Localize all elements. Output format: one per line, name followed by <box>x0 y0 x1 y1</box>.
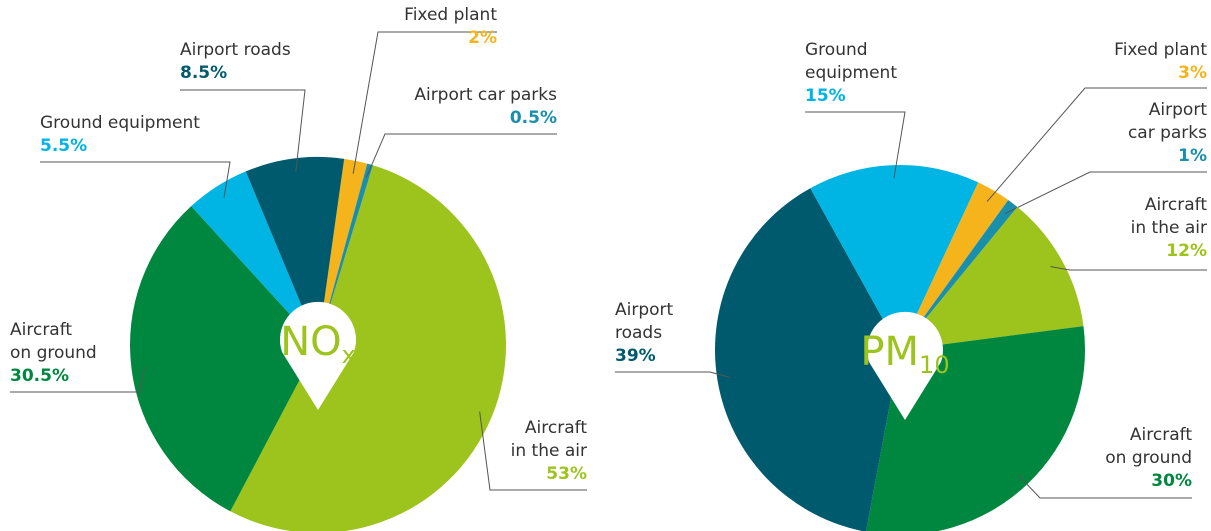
label-line: Fixed plant <box>404 5 497 25</box>
pie-slice <box>900 207 1084 350</box>
pie-slice <box>130 206 318 512</box>
slice-label: Aircraft on ground <box>1105 425 1192 468</box>
value-label: 1% <box>1178 146 1207 166</box>
leader-line <box>1017 474 1192 499</box>
label-line: Airport <box>1149 100 1208 120</box>
leader-line <box>1004 171 1207 215</box>
slice-label: Aircraft in the air <box>1131 195 1208 238</box>
slice-label: Aircraft in the air <box>511 418 588 461</box>
center-title: PM10 <box>860 329 949 379</box>
center-marker <box>867 311 943 420</box>
value-label: 15% <box>805 86 846 106</box>
slice-label: Airport roads <box>180 40 291 60</box>
title-sub: 10 <box>919 351 950 379</box>
slice-label: Airport roads <box>615 300 674 343</box>
label-line: on ground <box>1105 448 1192 468</box>
pie-slice <box>230 165 507 531</box>
value-label: 3% <box>1178 63 1207 83</box>
leader-line <box>366 133 557 178</box>
leader-line <box>40 161 231 198</box>
label-line: Aircraft <box>10 320 72 340</box>
pie-slice <box>245 157 345 345</box>
leader-line <box>180 89 306 172</box>
leader-line <box>805 111 906 179</box>
label-line: Aircraft <box>525 418 587 438</box>
leader-line <box>479 411 587 491</box>
label-line: Airport car parks <box>414 85 557 105</box>
value-label: 8.5% <box>180 63 227 83</box>
label-line: roads <box>615 323 662 343</box>
label-line: Fixed plant <box>1114 40 1207 60</box>
slice-label: Airport car parks <box>414 85 557 105</box>
label-line: Aircraft <box>1145 195 1207 215</box>
value-label: 2% <box>468 28 497 48</box>
label-line: on ground <box>10 343 97 363</box>
pie-slice <box>191 171 318 345</box>
leader-line <box>10 367 146 393</box>
value-label: 30% <box>1151 471 1192 491</box>
value-label: 12% <box>1166 241 1207 261</box>
slice-label: Ground equipment <box>805 40 897 83</box>
pie-slice <box>715 188 900 531</box>
value-label: 30.5% <box>10 366 69 386</box>
pie-slice <box>318 158 368 345</box>
label-line: Aircraft <box>1130 425 1192 445</box>
title-main: NO <box>280 319 341 365</box>
value-label: 39% <box>615 346 656 366</box>
leader-line <box>986 87 1207 202</box>
label-line: Airport <box>615 300 674 320</box>
title-sub: x <box>342 341 356 369</box>
pie-slice <box>318 163 373 345</box>
value-label: 53% <box>546 464 587 484</box>
center-title: NOx <box>280 319 356 369</box>
label-line: equipment <box>805 63 897 83</box>
slice-label: Fixed plant <box>404 5 497 25</box>
slice-label: Airport car parks <box>1128 100 1207 143</box>
title-main: PM <box>860 329 919 375</box>
value-label: 0.5% <box>510 108 557 128</box>
pie-slice <box>810 165 979 350</box>
slice-label: Ground equipment <box>40 113 200 133</box>
label-line: car parks <box>1128 123 1207 143</box>
pie-slice <box>900 199 1018 350</box>
leader-line <box>1050 266 1207 271</box>
center-marker <box>279 301 356 410</box>
label-line: Ground equipment <box>40 113 200 133</box>
leader-line <box>352 31 497 174</box>
leader-line <box>615 371 731 378</box>
value-label: 5.5% <box>40 136 87 156</box>
slice-label: Fixed plant <box>1114 40 1207 60</box>
label-line: Ground <box>805 40 868 60</box>
label-line: in the air <box>511 441 587 461</box>
label-line: Airport roads <box>180 40 291 60</box>
pie-slice <box>900 182 1009 350</box>
label-line: in the air <box>1131 218 1207 238</box>
slice-label: Aircraft on ground <box>10 320 97 363</box>
